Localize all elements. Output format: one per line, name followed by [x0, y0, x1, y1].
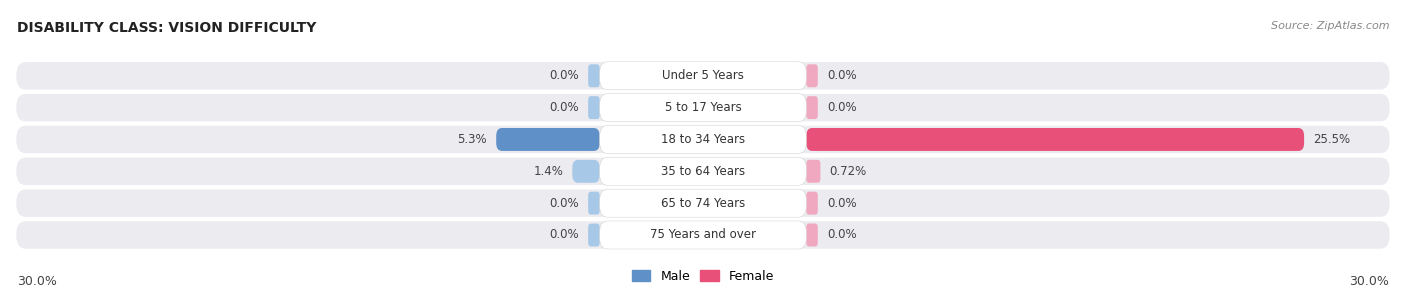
- FancyBboxPatch shape: [588, 64, 599, 87]
- FancyBboxPatch shape: [599, 94, 807, 121]
- FancyBboxPatch shape: [588, 96, 599, 119]
- FancyBboxPatch shape: [807, 64, 818, 87]
- FancyBboxPatch shape: [599, 189, 807, 217]
- Text: 0.0%: 0.0%: [827, 69, 856, 82]
- Text: 0.72%: 0.72%: [830, 165, 868, 178]
- FancyBboxPatch shape: [17, 189, 1389, 217]
- FancyBboxPatch shape: [17, 221, 1389, 249]
- Text: 0.0%: 0.0%: [550, 69, 579, 82]
- FancyBboxPatch shape: [599, 221, 807, 249]
- FancyBboxPatch shape: [17, 62, 1389, 89]
- Text: 0.0%: 0.0%: [827, 197, 856, 210]
- Text: 65 to 74 Years: 65 to 74 Years: [661, 197, 745, 210]
- Text: DISABILITY CLASS: VISION DIFFICULTY: DISABILITY CLASS: VISION DIFFICULTY: [17, 21, 316, 35]
- FancyBboxPatch shape: [807, 192, 818, 215]
- Text: 35 to 64 Years: 35 to 64 Years: [661, 165, 745, 178]
- FancyBboxPatch shape: [572, 160, 599, 183]
- Text: 5 to 17 Years: 5 to 17 Years: [665, 101, 741, 114]
- Legend: Male, Female: Male, Female: [627, 265, 779, 288]
- FancyBboxPatch shape: [17, 94, 1389, 121]
- Text: Under 5 Years: Under 5 Years: [662, 69, 744, 82]
- FancyBboxPatch shape: [599, 125, 807, 154]
- Text: 25.5%: 25.5%: [1313, 133, 1350, 146]
- Text: 0.0%: 0.0%: [827, 229, 856, 241]
- FancyBboxPatch shape: [599, 157, 807, 185]
- FancyBboxPatch shape: [17, 126, 1389, 153]
- FancyBboxPatch shape: [807, 224, 818, 246]
- Text: 30.0%: 30.0%: [1350, 275, 1389, 288]
- Text: 18 to 34 Years: 18 to 34 Years: [661, 133, 745, 146]
- FancyBboxPatch shape: [807, 128, 1305, 151]
- Text: Source: ZipAtlas.com: Source: ZipAtlas.com: [1271, 21, 1389, 32]
- Text: 1.4%: 1.4%: [533, 165, 564, 178]
- FancyBboxPatch shape: [496, 128, 599, 151]
- Text: 0.0%: 0.0%: [827, 101, 856, 114]
- FancyBboxPatch shape: [807, 160, 820, 183]
- Text: 0.0%: 0.0%: [550, 101, 579, 114]
- FancyBboxPatch shape: [807, 96, 818, 119]
- Text: 0.0%: 0.0%: [550, 229, 579, 241]
- FancyBboxPatch shape: [599, 62, 807, 90]
- Text: 5.3%: 5.3%: [457, 133, 486, 146]
- Text: 30.0%: 30.0%: [17, 275, 56, 288]
- FancyBboxPatch shape: [588, 224, 599, 246]
- FancyBboxPatch shape: [17, 158, 1389, 185]
- Text: 0.0%: 0.0%: [550, 197, 579, 210]
- Text: 75 Years and over: 75 Years and over: [650, 229, 756, 241]
- FancyBboxPatch shape: [588, 192, 599, 215]
